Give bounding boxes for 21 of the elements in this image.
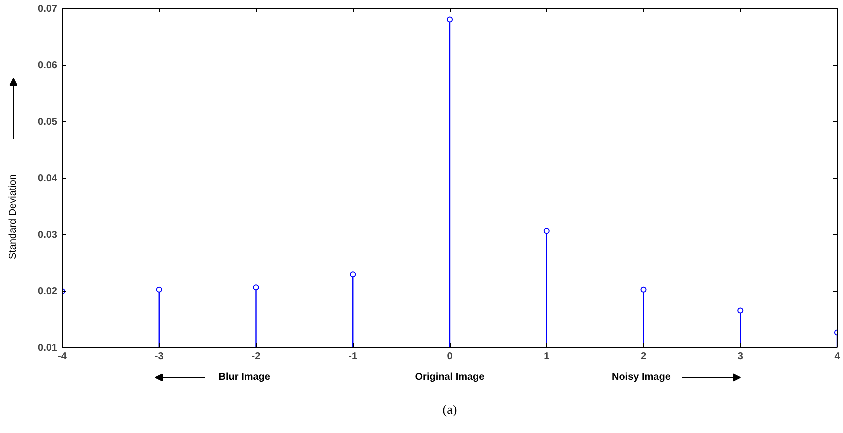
y-tick-label: 0.02: [38, 286, 58, 298]
x-tick-label: -4: [58, 352, 68, 362]
x-tick-label: -1: [348, 352, 358, 362]
x-tick-label: 0: [447, 352, 454, 362]
y-tick-label: 0.04: [38, 174, 58, 184]
y-tick-label: 0.06: [38, 60, 58, 72]
x-tick-label: -2: [252, 352, 262, 362]
y-tick-label: 0.07: [38, 4, 58, 15]
x-tick-label: 3: [738, 352, 744, 362]
text: Original Image: [415, 372, 486, 384]
text: Blur Image: [218, 372, 271, 384]
x-tick-label: 2: [640, 352, 647, 362]
y-tick-label: 0.01: [38, 343, 58, 354]
y-tick-label: 0.05: [38, 117, 58, 128]
x-tick-label: 4: [834, 352, 841, 362]
text: (a): [442, 402, 458, 418]
x-tick-label: 1: [544, 352, 550, 362]
y-tick-label: 0.03: [38, 230, 58, 241]
x-tick-label: -3: [154, 352, 164, 362]
y-axis-title: Standard Deviation: [8, 174, 20, 260]
text: Noisy Image: [612, 372, 672, 384]
